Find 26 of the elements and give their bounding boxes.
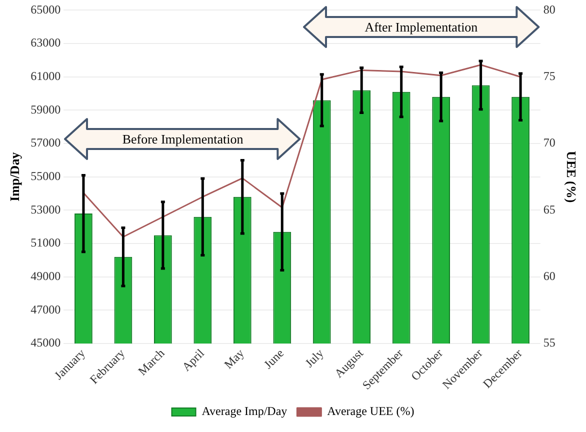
legend-label: Average Imp/Day xyxy=(202,404,288,418)
y2-tick-label: 75 xyxy=(543,69,556,84)
y2-tick-label: 60 xyxy=(543,269,556,284)
y2-tick-label: 80 xyxy=(543,2,556,16)
y-tick-label: 49000 xyxy=(30,269,61,284)
x-tick-label: July xyxy=(302,346,326,370)
y-tick-label: 61000 xyxy=(30,69,61,84)
y2-tick-label: 55 xyxy=(543,336,556,350)
y-tick-label: 47000 xyxy=(30,302,61,316)
y-tick-label: 51000 xyxy=(30,236,61,250)
legend-label: Average UEE (%) xyxy=(327,404,414,418)
y-tick-label: 55000 xyxy=(30,169,61,184)
y-tick-label: 45000 xyxy=(30,336,61,350)
annotation: After Implementation xyxy=(364,19,478,34)
y-tick-label: 65000 xyxy=(30,2,61,16)
y-tick-label: 59000 xyxy=(30,102,61,116)
x-tick-label: May xyxy=(221,346,247,372)
annotation: Before Implementation xyxy=(122,131,244,146)
y2-tick-label: 65 xyxy=(543,202,556,216)
y2-tick-label: 70 xyxy=(543,136,556,150)
y-tick-label: 57000 xyxy=(30,136,61,150)
y-tick-label: 53000 xyxy=(30,202,61,216)
x-tick-label: June xyxy=(261,346,286,372)
y-axis-title: Imp/Day xyxy=(7,152,22,202)
y2-axis-title: UEE (%) xyxy=(564,151,579,203)
y-tick-label: 63000 xyxy=(30,36,61,50)
